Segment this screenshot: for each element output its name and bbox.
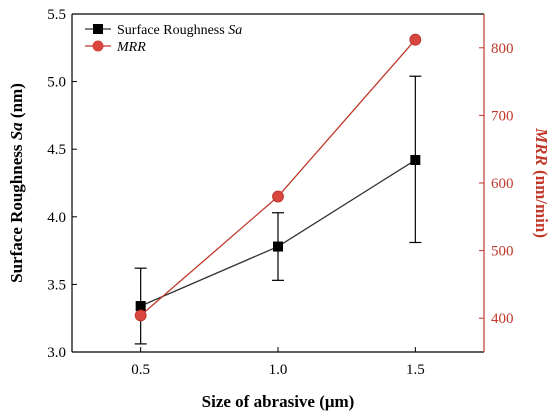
y-right-tick-label: 600 xyxy=(491,176,514,192)
y-right-axis-title: MRR (nm/min) xyxy=(532,127,550,238)
legend-label: Surface Roughness Sa xyxy=(117,23,242,38)
data-point-mrr xyxy=(409,33,422,46)
y-left-tick-label: 3.5 xyxy=(47,277,66,293)
y-right-tick-label: 500 xyxy=(491,244,514,260)
y-left-tick-label: 4.5 xyxy=(47,142,66,158)
x-tick-label: 1.5 xyxy=(406,362,425,378)
data-point-sa xyxy=(135,301,146,312)
y-left-tick-label: 5.5 xyxy=(47,7,66,23)
data-point-sa xyxy=(410,155,421,166)
data-point-mrr xyxy=(134,309,147,322)
x-axis-title: Size of abrasive (μm) xyxy=(202,392,355,411)
y-right-tick-label: 400 xyxy=(491,311,514,327)
legend-label-prefix: Surface Roughness xyxy=(117,23,228,38)
data-point-sa xyxy=(273,241,283,252)
legend-label-italic: Sa xyxy=(228,23,242,38)
legend-marker-square xyxy=(93,24,103,34)
series-layer xyxy=(134,33,422,345)
y-left-tick-label: 4.0 xyxy=(47,210,66,226)
y-left-title-italic: Sa xyxy=(7,122,26,140)
y-right-title-italic: MRR xyxy=(532,127,550,166)
y-left-tick-label: 3.0 xyxy=(47,345,66,361)
y-left-title-suffix: (nm) xyxy=(7,83,26,122)
data-point-mrr xyxy=(272,190,284,203)
axis-layer: 0.5 1.0 1.5 3.0 3.5 4.0 4.5 5.0 5.5 400 500 600 700 8… xyxy=(47,7,513,378)
legend-label-italic: MRR xyxy=(116,40,146,55)
y-left-tick-label: 5.0 xyxy=(47,75,66,91)
legend: Surface Roughness Sa MRR xyxy=(85,23,242,55)
y-left-axis-title: Surface Roughness Sa (nm) xyxy=(7,83,26,283)
legend-marker-circle xyxy=(92,40,104,52)
y-left-title-prefix: Surface Roughness xyxy=(7,140,26,283)
legend-label: MRR xyxy=(116,40,146,55)
y-right-tick-label: 700 xyxy=(491,108,514,124)
x-tick-label: 1.0 xyxy=(269,362,288,378)
y-right-title-suffix: (nm/min) xyxy=(532,166,550,238)
x-tick-label: 0.5 xyxy=(131,362,150,378)
y-right-tick-label: 800 xyxy=(491,41,514,57)
